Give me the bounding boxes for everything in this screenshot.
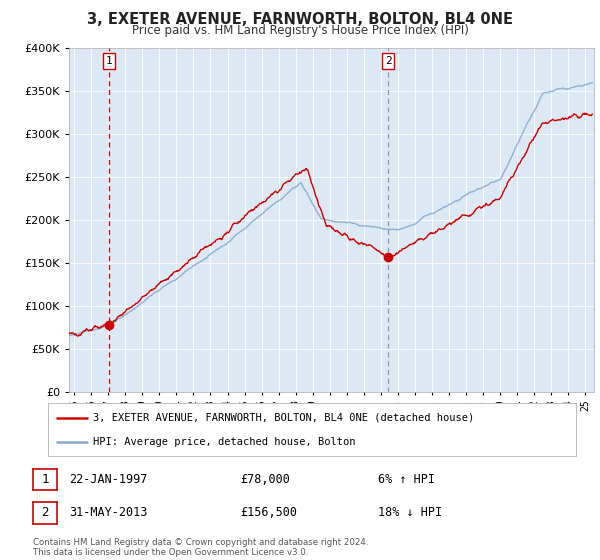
Text: 2: 2 bbox=[385, 56, 391, 66]
Text: £78,000: £78,000 bbox=[240, 473, 290, 486]
Text: £156,500: £156,500 bbox=[240, 506, 297, 520]
Text: 31-MAY-2013: 31-MAY-2013 bbox=[69, 506, 148, 520]
Text: Price paid vs. HM Land Registry's House Price Index (HPI): Price paid vs. HM Land Registry's House … bbox=[131, 24, 469, 36]
Text: 2: 2 bbox=[41, 506, 49, 520]
Text: Contains HM Land Registry data © Crown copyright and database right 2024.
This d: Contains HM Land Registry data © Crown c… bbox=[33, 538, 368, 557]
Text: HPI: Average price, detached house, Bolton: HPI: Average price, detached house, Bolt… bbox=[93, 437, 355, 447]
Text: 6% ↑ HPI: 6% ↑ HPI bbox=[378, 473, 435, 486]
Text: 3, EXETER AVENUE, FARNWORTH, BOLTON, BL4 0NE (detached house): 3, EXETER AVENUE, FARNWORTH, BOLTON, BL4… bbox=[93, 413, 474, 423]
Text: 1: 1 bbox=[41, 473, 49, 486]
Text: 18% ↓ HPI: 18% ↓ HPI bbox=[378, 506, 442, 520]
Text: 3, EXETER AVENUE, FARNWORTH, BOLTON, BL4 0NE: 3, EXETER AVENUE, FARNWORTH, BOLTON, BL4… bbox=[87, 12, 513, 27]
Text: 1: 1 bbox=[106, 56, 113, 66]
Text: 22-JAN-1997: 22-JAN-1997 bbox=[69, 473, 148, 486]
